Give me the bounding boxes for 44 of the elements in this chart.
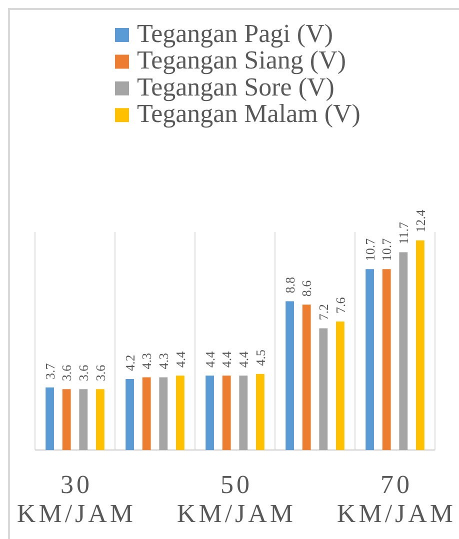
data-label: 12.4 xyxy=(412,209,428,232)
bar xyxy=(366,269,374,450)
data-label: 10.7 xyxy=(379,238,394,262)
data-label: 4.3 xyxy=(139,353,154,370)
data-label: 7.6 xyxy=(332,296,348,314)
bar xyxy=(222,376,231,450)
bar xyxy=(79,389,88,450)
bar xyxy=(416,240,424,450)
data-label: 4.4 xyxy=(236,350,251,368)
bar xyxy=(96,389,104,450)
data-label: 10.7 xyxy=(362,238,378,262)
bar xyxy=(159,377,168,450)
data-label: 4.4 xyxy=(219,350,234,368)
bar xyxy=(46,387,54,450)
bar xyxy=(142,377,151,450)
data-label: 8.8 xyxy=(282,276,298,294)
bar xyxy=(239,376,248,450)
data-label: 8.6 xyxy=(299,280,314,297)
bar xyxy=(256,374,264,450)
bar xyxy=(176,376,184,450)
data-label: 4.5 xyxy=(252,350,268,366)
data-label: 4.4 xyxy=(202,350,218,368)
bar xyxy=(399,252,408,450)
x-tick-label: 70 KM/JAM xyxy=(336,470,456,528)
bar xyxy=(286,301,294,450)
data-label: 4.2 xyxy=(122,354,138,371)
data-label: 11.7 xyxy=(396,221,411,244)
data-label: 4.4 xyxy=(172,350,188,368)
x-tick-label: 30 KM/JAM xyxy=(16,470,136,528)
bar xyxy=(206,376,214,450)
data-label: 3.7 xyxy=(42,362,58,380)
bar xyxy=(336,322,344,450)
bar xyxy=(302,304,311,450)
legend-label: Tegangan Pagi (V) xyxy=(137,19,334,48)
data-label: 3.6 xyxy=(92,364,108,382)
data-label: 4.3 xyxy=(156,353,171,370)
data-label: 3.6 xyxy=(76,364,91,382)
x-tick-label: 50 KM/JAM xyxy=(176,470,296,528)
bar xyxy=(382,269,391,450)
bar xyxy=(126,379,134,450)
bar xyxy=(319,328,328,450)
data-label: 3.6 xyxy=(59,364,74,382)
data-label: 7.2 xyxy=(316,304,331,320)
bar xyxy=(62,389,71,450)
